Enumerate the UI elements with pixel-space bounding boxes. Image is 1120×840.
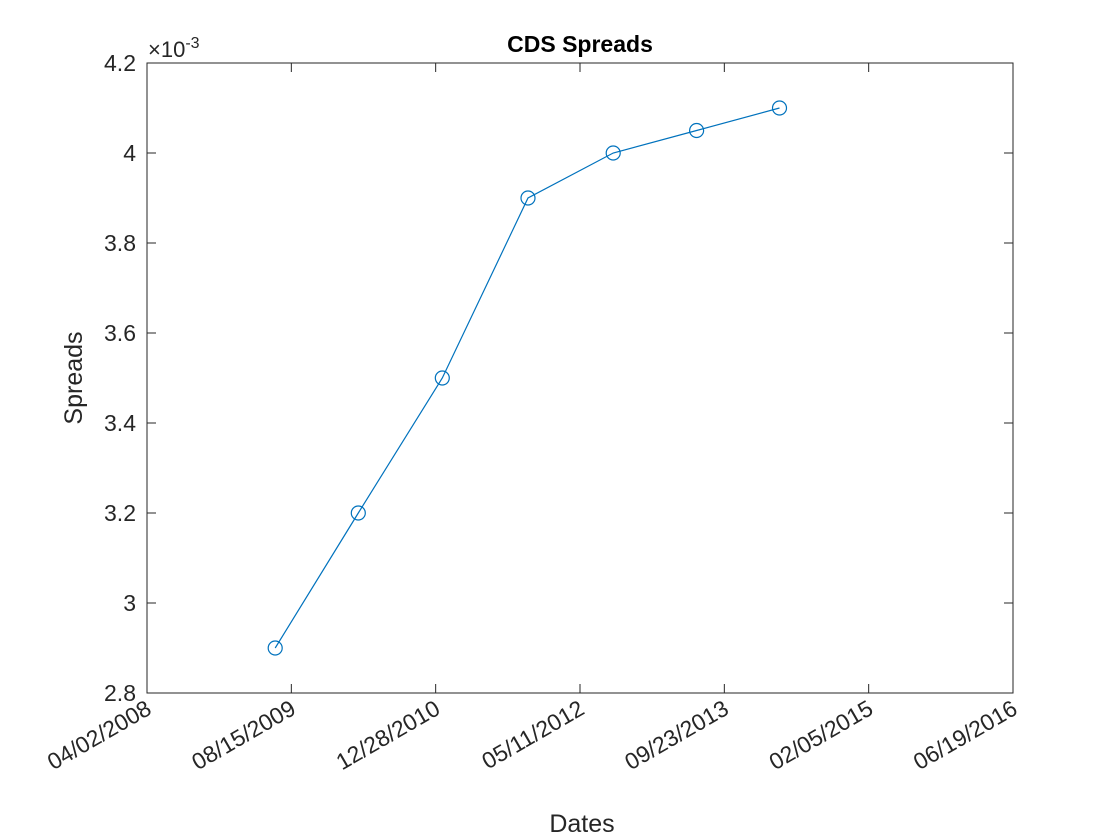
x-tick-label: 02/05/2015 [764, 695, 877, 775]
data-point-marker [267, 640, 283, 656]
y-tick-label: 3 [123, 590, 136, 616]
data-point-marker [688, 122, 705, 139]
y-tick-label: 4 [123, 140, 136, 166]
y-tick-label: 3.2 [104, 500, 136, 526]
data-point-marker [350, 505, 366, 521]
y-axis-label: Spreads [60, 331, 88, 424]
plot-area [147, 63, 1013, 693]
data-point-marker [771, 100, 788, 116]
data-point-marker [605, 145, 621, 161]
series-layer [267, 100, 788, 656]
y-tick-label: 3.4 [104, 410, 136, 436]
x-tick-label: 12/28/2010 [331, 695, 444, 775]
chart-title: CDS Spreads [507, 31, 653, 57]
x-tick-label: 04/02/2008 [43, 695, 156, 775]
y-axis-exponent-power: -3 [185, 35, 199, 52]
data-point-marker [434, 370, 450, 386]
y-tick-label: 3.8 [104, 230, 136, 256]
x-axis-label: Dates [549, 810, 614, 838]
y-tick-label: 4.2 [104, 50, 136, 76]
y-axis-exponent-base: ×10 [148, 37, 185, 62]
axes-box [146, 62, 1014, 694]
y-tick-label: 2.8 [104, 680, 136, 706]
x-tick-label: 08/15/2009 [187, 695, 300, 775]
y-tick-label: 3.6 [104, 320, 136, 346]
x-tick-label: 05/11/2012 [477, 695, 588, 774]
data-point-marker [520, 190, 536, 206]
series-line [274, 107, 780, 649]
x-tick-label: 09/23/2013 [620, 695, 733, 775]
y-axis-exponent: ×10-3 [148, 35, 200, 62]
x-tick-label: 06/19/2016 [909, 695, 1022, 775]
